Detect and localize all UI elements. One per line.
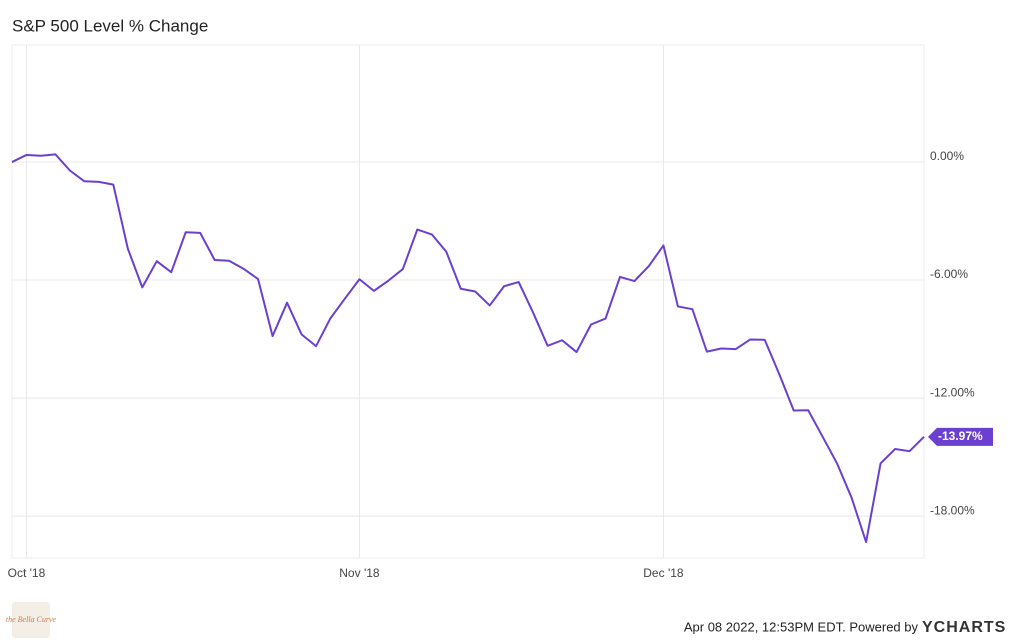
watermark-logo: the Bella Curve (6, 602, 57, 638)
y-tick-label: 0.00% (930, 149, 964, 163)
value-label: -13.97% (938, 429, 983, 443)
watermark-text: the Bella Curve (6, 615, 57, 624)
value-flag (928, 427, 993, 446)
footer-timestamp: Apr 08 2022, 12:53PM EDT. Powered by (684, 619, 919, 634)
x-tick-label: Oct '18 (8, 566, 46, 580)
x-tick-label: Nov '18 (339, 566, 380, 580)
y-tick-label: -12.00% (930, 385, 975, 399)
footer-brand: YCHARTS (922, 619, 1006, 636)
x-tick-label: Dec '18 (643, 566, 684, 580)
chart-title: S&P 500 Level % Change (12, 16, 208, 35)
y-tick-label: -18.00% (930, 503, 975, 517)
plot-area (11, 44, 925, 559)
y-tick-label: -6.00% (930, 267, 968, 281)
line (11, 153, 925, 544)
